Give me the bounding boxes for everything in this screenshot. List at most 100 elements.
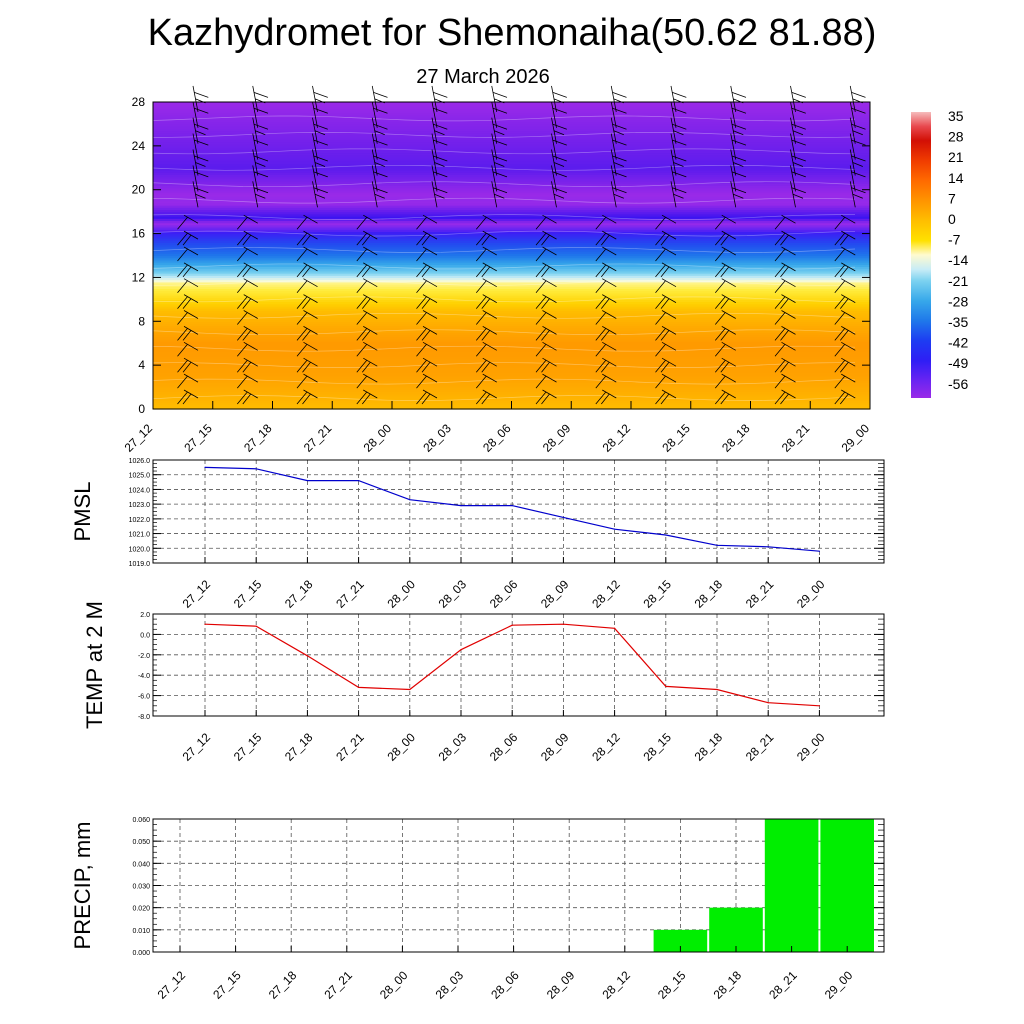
pmsl-xtick-label: 27_18 xyxy=(282,577,316,611)
wind-barb xyxy=(356,310,378,325)
wind-barb xyxy=(416,294,438,309)
wind-barb xyxy=(790,133,806,160)
heatmap-band xyxy=(153,222,870,226)
wind-barb xyxy=(416,373,438,389)
wind-barb xyxy=(296,214,318,230)
pmsl-point xyxy=(255,468,257,470)
wind-barb xyxy=(714,230,736,246)
precip-ytick-label: 0.060 xyxy=(132,817,150,824)
wind-barb xyxy=(252,101,269,128)
heatmap-band xyxy=(153,312,870,316)
wind-barb xyxy=(670,181,687,208)
temp2m-point xyxy=(614,627,616,629)
heatmap-band xyxy=(153,242,870,246)
precip-xtick-label: 28_06 xyxy=(488,968,522,1002)
pmsl-xtick-label: 28_09 xyxy=(538,577,572,611)
wind-barb xyxy=(296,262,318,278)
precip-ytick-label: 0.040 xyxy=(132,861,150,868)
wind-barb xyxy=(535,357,557,373)
wind-barb xyxy=(655,214,677,230)
heatmap-band xyxy=(153,194,870,197)
wind-barb xyxy=(416,310,438,325)
heatmap-band xyxy=(153,202,870,206)
temp2m-xtick-label: 28_06 xyxy=(487,730,521,764)
heatmap-band xyxy=(153,169,870,173)
heatmap-band xyxy=(153,150,870,154)
wind-barb xyxy=(416,262,438,278)
wind-barb xyxy=(670,117,687,144)
pmsl-ytick-label: 1021.0 xyxy=(129,532,151,539)
wind-barb xyxy=(431,181,448,208)
wind-barb xyxy=(595,373,617,389)
heatmap-band xyxy=(153,112,870,116)
heatmap-band xyxy=(153,233,870,237)
precip-xtick-label: 28_15 xyxy=(655,968,689,1002)
colorbar-label: -28 xyxy=(948,293,968,309)
temp2m-xtick-label: 27_12 xyxy=(180,730,214,764)
wind-barb xyxy=(610,165,627,192)
heatmap-band xyxy=(153,152,870,156)
wind-barb xyxy=(491,101,508,128)
pmsl-ytick-label: 1024.0 xyxy=(129,487,151,494)
heatmap-band xyxy=(153,292,870,296)
heatmap-band xyxy=(153,358,870,362)
heatmap-band xyxy=(153,378,870,382)
contour-line xyxy=(152,214,856,220)
temp2m-point xyxy=(818,705,821,707)
wind-barb xyxy=(177,373,199,389)
heatmap-band xyxy=(153,216,870,219)
heatmap-band xyxy=(153,211,870,215)
temp2m-panel: -8.0 -6.0 -4.0 -2.0 0.0 2.0 27_12 27_15 27_18 27_… xyxy=(82,601,885,764)
wind-barb xyxy=(177,310,199,325)
wind-barb xyxy=(371,149,388,176)
pmsl-xtick-label: 28_00 xyxy=(384,577,418,611)
temp2m-xtick-label: 28_00 xyxy=(384,730,418,764)
wind-barb xyxy=(371,181,388,208)
heatmap-band xyxy=(153,371,870,375)
heatmap-band xyxy=(153,268,870,272)
wind-barb xyxy=(790,165,806,192)
heatmap-band xyxy=(153,275,870,279)
wind-barb xyxy=(356,373,378,389)
wind-barb xyxy=(431,165,448,192)
wind-barb xyxy=(236,246,258,262)
wind-barb xyxy=(670,101,687,128)
colorbar-label: -21 xyxy=(948,273,968,289)
heatmap-band xyxy=(153,207,870,211)
wind-barb xyxy=(356,341,378,357)
wind-barb xyxy=(595,341,617,357)
temp2m-point xyxy=(255,625,257,627)
heatmap-band xyxy=(153,264,870,268)
wind-barb xyxy=(416,357,438,373)
contour-line xyxy=(152,312,856,319)
pmsl-point xyxy=(716,544,718,546)
precip-bar xyxy=(709,907,763,952)
temp2m-point xyxy=(460,649,462,651)
wind-barb xyxy=(774,326,796,341)
heatmap-band xyxy=(153,191,870,195)
heatmap-band xyxy=(153,330,870,333)
wind-barb xyxy=(595,278,617,293)
wind-barb xyxy=(610,101,627,128)
pmsl-xtick-label: 28_12 xyxy=(589,577,623,611)
pmsl-ytick-label: 1019.0 xyxy=(129,561,151,568)
temp2m-ytick-label: -2.0 xyxy=(138,653,150,660)
pmsl-panel: 1019.0 1020.0 1021.0 1022.0 1023.0 1024.0 1025… xyxy=(70,458,885,611)
wind-barb xyxy=(356,389,378,405)
wind-barb xyxy=(177,246,199,262)
heatmap-band xyxy=(153,218,870,222)
wind-barb xyxy=(535,341,557,357)
heatmap-band xyxy=(153,102,870,105)
wind-barb xyxy=(356,246,378,262)
wind-barb xyxy=(774,310,796,325)
temp2m-point xyxy=(767,702,769,704)
heatmap-band xyxy=(153,257,870,261)
wind-barb xyxy=(774,294,796,309)
colorbar-label: -35 xyxy=(948,314,968,330)
wind-barb xyxy=(655,357,677,373)
contour-line xyxy=(152,378,856,385)
pmsl-point xyxy=(562,516,565,518)
wind-barb xyxy=(849,101,866,128)
wind-barb xyxy=(595,230,617,246)
heatmap-band xyxy=(153,237,870,241)
